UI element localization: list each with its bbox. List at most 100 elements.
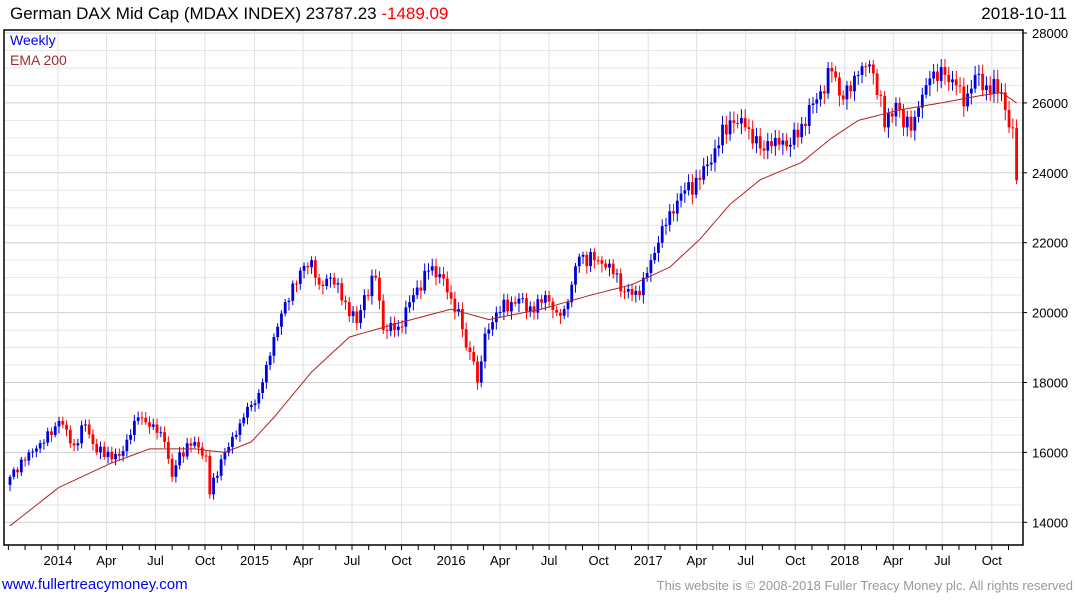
candle-body [608, 263, 611, 268]
x-tick-label: Apr [883, 553, 904, 568]
candle [804, 117, 807, 136]
candle-body [788, 144, 792, 147]
candle-body [502, 299, 506, 312]
candle [445, 271, 449, 300]
candle-body [811, 103, 815, 106]
candle [449, 285, 453, 305]
candle [630, 283, 634, 302]
candle-body [359, 310, 363, 324]
candle-body [423, 270, 427, 291]
candle-body [166, 441, 170, 459]
candle [540, 294, 543, 309]
candle [634, 285, 638, 303]
candle-body [313, 260, 317, 278]
candle-body [283, 302, 287, 314]
candle-body [298, 270, 302, 284]
candle-body [362, 295, 366, 311]
candle-body [517, 298, 521, 304]
candle-body [909, 116, 913, 131]
candle-body [276, 326, 280, 338]
candle [283, 298, 287, 317]
candle-body [193, 441, 197, 446]
candle [517, 293, 521, 313]
candle [864, 62, 868, 77]
candle [777, 130, 781, 151]
candle [551, 297, 555, 319]
candle [619, 268, 623, 298]
candle [99, 441, 102, 460]
candle [706, 156, 709, 176]
candle-body [487, 329, 491, 334]
candle [246, 402, 249, 425]
candle-body [419, 287, 423, 291]
candle-body [592, 251, 596, 261]
candle-body [1015, 128, 1018, 181]
candle-body [721, 124, 724, 146]
candle [219, 454, 223, 481]
candle-body [212, 477, 215, 495]
candle [227, 442, 231, 457]
candle [464, 322, 468, 351]
candle-body [434, 266, 438, 278]
candle [758, 127, 762, 156]
candle-body [962, 86, 966, 107]
candle-body [634, 290, 638, 295]
candle-body [415, 287, 419, 296]
candle-body [917, 107, 920, 117]
candle-body [479, 361, 483, 383]
candle-body [238, 423, 242, 435]
candle [709, 154, 713, 171]
candle [374, 269, 378, 281]
candle-body [498, 311, 502, 313]
candle [95, 438, 99, 456]
candle-body [958, 85, 962, 87]
x-tick-label: 2014 [43, 553, 72, 568]
price-change: -1489.09 [381, 4, 449, 23]
candle [928, 70, 932, 97]
candle [600, 256, 604, 273]
candle-body [864, 66, 868, 68]
candle [351, 306, 355, 323]
candle [936, 63, 939, 92]
candle-body [106, 451, 110, 457]
candle [547, 290, 551, 307]
candle-body [905, 116, 909, 128]
candle-body [841, 95, 845, 100]
candle-body [1003, 92, 1007, 111]
candle-body [329, 277, 332, 279]
candle-body [151, 424, 155, 427]
candle [604, 259, 608, 271]
candle-body [408, 302, 412, 308]
candle [427, 263, 430, 280]
candle-body [182, 452, 185, 457]
candle-body [796, 129, 800, 138]
candle [543, 290, 547, 311]
x-tick-label: 2016 [437, 553, 466, 568]
y-tick-label: 18000 [1032, 376, 1068, 391]
candle [668, 204, 672, 232]
candle-body [396, 326, 400, 331]
candle-body [404, 307, 408, 327]
candle [743, 109, 747, 132]
candle [660, 219, 664, 248]
gridlines [4, 30, 1023, 545]
candle [717, 136, 721, 157]
candle [687, 174, 690, 196]
candle [525, 293, 528, 320]
y-axis: 14000 16000 18000 20000 22000 24000 26000 28000 [1023, 26, 1068, 530]
candle-body [543, 295, 547, 303]
candle [80, 420, 84, 449]
candle-body [822, 91, 826, 94]
candle-body [540, 299, 543, 303]
candle [510, 296, 513, 320]
candle [442, 266, 445, 286]
candle-body [204, 455, 208, 457]
candle-body [457, 309, 461, 312]
website-link[interactable]: www.fullertreacymoney.com [2, 576, 188, 593]
candle-body [536, 299, 540, 313]
candle [909, 110, 913, 138]
candle [178, 446, 182, 470]
candle [856, 70, 860, 85]
candle [264, 361, 268, 389]
candle [826, 62, 830, 99]
